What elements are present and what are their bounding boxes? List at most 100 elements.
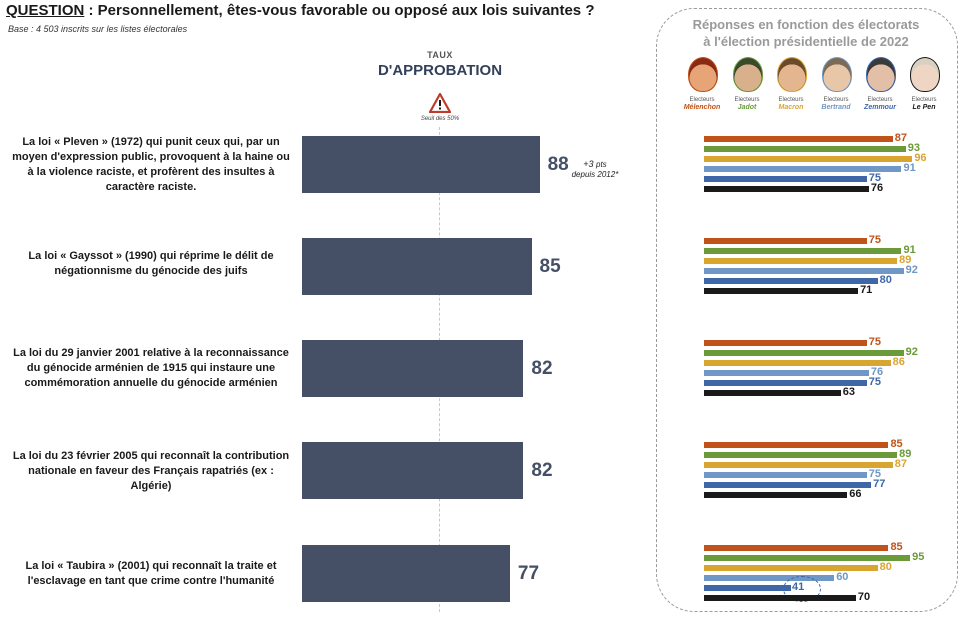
electorate-value: 76 [870,182,884,194]
electorate-value: 86 [892,356,905,368]
delta-since: depuis 2012* [571,170,619,179]
electorate-value: 93 [907,142,921,154]
electorate-bar [704,585,793,591]
panel-title-line1: Réponses en fonction des électorats [692,17,920,32]
electorate-value: 75 [868,172,881,184]
electorate-bar [704,595,856,601]
electorate-label: Electeurs Jadot [722,96,772,112]
base-note: Base : 4 503 inscrits sur les listes éle… [8,24,188,34]
electorate-bar [704,278,878,284]
electorate-bar [704,268,904,274]
approval-bar [302,136,540,193]
electorate-prefix: Electeurs [911,97,937,103]
panel-title: Réponses en fonction des électorats à l'… [656,16,956,50]
electorate-bar [704,238,867,244]
electorate-value: 75 [868,234,881,246]
electorate-value: 92 [905,264,918,276]
question-label: QUESTION [6,2,85,19]
electorate-bar [704,442,889,448]
electorate-label: Electeurs Bertrand [811,96,861,112]
delta-value: +3 pts [572,159,619,170]
approbation-label: D'APPROBATION [377,62,503,79]
electorate-prefix: Electeurs [689,97,715,103]
approval-value: 88 [547,154,569,175]
law-label: La loi « Gayssot » (1990) qui réprime le… [28,250,274,277]
electorate-name: Bertrand [821,104,851,111]
delta-points: +3 [583,159,596,169]
electorate-label: Electeurs Mélenchon [677,96,727,112]
electorate-panel [656,8,958,612]
electorate-bar [704,390,841,396]
electorate-bar [704,146,906,152]
threshold-label: Seuil des 50% [420,116,460,122]
taux-label: TAUX [427,50,453,60]
electorate-value: 87 [894,132,908,144]
electorate-bar [704,452,898,458]
electorate-value: 89 [899,254,912,266]
electorate-value: 96 [914,152,927,164]
candidate-portrait-icon [822,57,852,92]
candidate-portrait-icon [733,57,763,92]
electorate-value: 60 [836,571,849,583]
approval-value: 82 [531,358,553,379]
question-text: : Personnellement, êtes-vous favorable o… [84,2,595,19]
electorate-prefix: Electeurs [867,97,893,103]
approval-bar [302,545,510,602]
electorate-value: 66 [849,488,862,500]
electorate-value: 92 [905,346,918,358]
electorate-label: Electeurs Macron [766,96,816,112]
electorate-label: Electeurs Zemmour [855,96,905,112]
electorate-value: 63 [842,386,855,398]
electorate-value: 75 [868,336,881,348]
electorate-prefix: Electeurs [778,97,804,103]
electorate-value: 85 [890,438,903,450]
electorate-value: 76 [870,366,884,378]
electorate-bar [704,360,891,366]
electorate-bar [704,350,904,356]
electorate-prefix: Electeurs [823,97,849,103]
electorate-value: 75 [868,376,881,388]
delta-unit: pts [596,160,607,169]
electorate-value: 75 [868,468,881,480]
approval-bar [302,442,524,499]
electorate-value: 80 [879,274,892,286]
delta-annotation: +3 pts depuis 2012* [572,159,619,180]
electorate-bar [704,380,867,386]
approval-value: 77 [517,563,540,584]
electorate-bar [704,176,867,182]
electorate-value: 80 [879,561,892,573]
approval-value: 82 [531,460,553,481]
electorate-bar [704,258,898,264]
electorate-prefix: Electeurs [734,97,760,103]
electorate-name: Jadot [737,104,757,111]
electorate-value: 89 [899,448,912,460]
axis-title: TAUX D'APPROBATION [340,50,540,79]
law-label: La loi du 23 février 2005 qui reconnaît … [12,450,290,492]
highlight-circle [782,576,821,602]
electorate-bar [704,136,893,142]
electorate-value: 71 [860,284,873,296]
electorate-bar [704,370,869,376]
electorate-bar [704,248,902,254]
electorate-bar [704,575,835,581]
electorate-bar [704,462,893,468]
electorate-bar [704,555,911,561]
electorate-name: Le Pen [912,104,936,111]
electorate-name: Mélenchon [683,104,721,111]
approval-bar [302,340,524,397]
electorate-bar [704,472,867,478]
candidate-portrait-icon [688,57,718,92]
approval-value: 85 [539,256,561,277]
electorate-bar [704,545,889,551]
electorate-bar [704,565,878,571]
electorate-label: Electeurs Le Pen [899,96,949,112]
electorate-value: 91 [903,244,916,256]
electorate-bar [704,340,867,346]
question-title: QUESTION : Personnellement, êtes-vous fa… [6,2,594,19]
candidate-portrait-icon [777,57,807,92]
electorate-bar [704,156,913,162]
electorate-value: 70 [857,591,871,603]
candidate-portrait-icon [866,57,896,92]
panel-title-line2: à l'élection présidentielle de 2022 [703,34,909,49]
electorate-value: 91 [903,162,916,174]
